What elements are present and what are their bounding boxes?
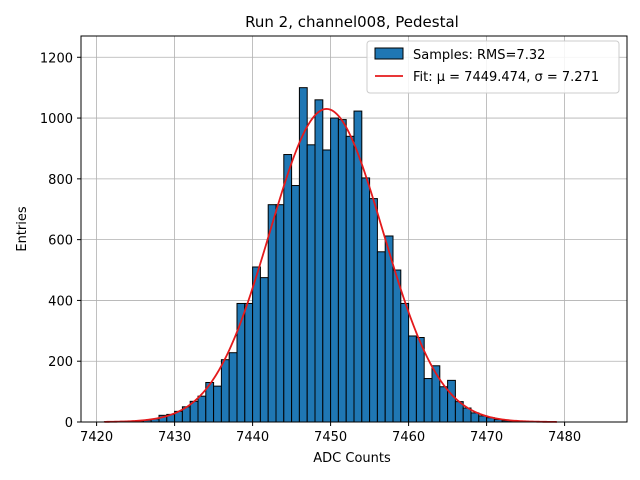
- y-tick-label: 200: [48, 355, 73, 370]
- legend-samples-label: Samples: RMS=7.32: [413, 48, 545, 63]
- fit-curve: [104, 108, 557, 423]
- plot-frame: [80, 35, 628, 423]
- histogram-bar: [384, 235, 394, 423]
- histogram-bar: [470, 412, 480, 423]
- y-tick-label: 1000: [40, 112, 73, 127]
- legend-samples-swatch: [374, 47, 404, 60]
- y-axis-ticks: 0 200 400 600 800 1000 1200: [40, 51, 81, 431]
- x-tick-label: 7470: [470, 430, 503, 445]
- histogram-bar: [252, 266, 261, 423]
- x-tick-label: 7430: [158, 430, 191, 445]
- histogram-bar: [392, 269, 402, 423]
- histogram-bar: [314, 99, 324, 423]
- histogram-bar: [275, 204, 285, 423]
- histogram-bar: [291, 185, 300, 423]
- histogram-bar: [322, 149, 332, 423]
- y-tick-label: 600: [48, 234, 73, 249]
- histogram-bar: [213, 385, 222, 423]
- histogram-bar: [369, 198, 378, 423]
- histogram-bars: [103, 87, 550, 423]
- histogram-bar: [306, 144, 316, 423]
- histogram-bar: [259, 277, 269, 423]
- histogram-bar: [478, 415, 488, 423]
- fit-curve-group: [104, 108, 557, 423]
- histogram-bar: [447, 379, 456, 423]
- y-tick-label: 0: [65, 416, 73, 431]
- legend-box: [366, 40, 620, 94]
- legend-fit-label: Fit: μ = 7449.474, σ = 7.271: [413, 70, 599, 85]
- x-tick-label: 7440: [236, 430, 269, 445]
- histogram-bar: [220, 359, 230, 423]
- x-axis-ticks: 7420 7430 7440 7450 7460 7470 7480: [80, 422, 581, 445]
- histogram-bar: [283, 154, 293, 423]
- histogram-bar: [345, 135, 355, 423]
- x-axis-title: ADC Counts: [313, 451, 391, 466]
- histogram-bar: [353, 110, 363, 423]
- histogram-bar: [400, 302, 410, 423]
- y-tick-label: 800: [48, 173, 73, 188]
- x-tick-label: 7450: [314, 430, 347, 445]
- x-tick-label: 7460: [392, 430, 425, 445]
- histogram-bar: [197, 395, 207, 423]
- legend: Samples: RMS=7.32 Fit: μ = 7449.474, σ =…: [366, 40, 620, 94]
- histogram-bar: [423, 378, 433, 423]
- histogram-bar: [267, 204, 277, 423]
- histogram-bar: [228, 352, 238, 423]
- chart-title: Run 2, channel008, Pedestal: [245, 13, 459, 31]
- histogram-bar: [244, 302, 254, 423]
- histogram-bar: [337, 119, 347, 423]
- histogram-bar: [376, 251, 386, 423]
- histogram-bar: [361, 177, 371, 423]
- histogram-bar: [439, 386, 449, 423]
- histogram-bar: [408, 335, 417, 423]
- x-tick-label: 7420: [80, 430, 113, 445]
- y-tick-label: 400: [48, 294, 73, 309]
- histogram-bar: [330, 117, 339, 423]
- y-axis-title: Entries: [15, 206, 30, 252]
- y-tick-label: 1200: [40, 51, 73, 66]
- x-tick-label: 7480: [548, 430, 581, 445]
